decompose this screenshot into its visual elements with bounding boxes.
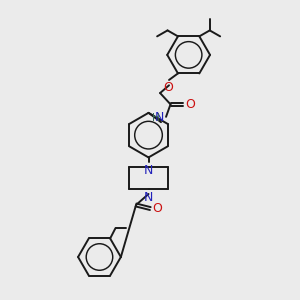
Text: H: H xyxy=(152,113,160,123)
Text: N: N xyxy=(144,164,153,177)
Text: O: O xyxy=(163,81,173,94)
Text: N: N xyxy=(155,111,164,124)
Text: O: O xyxy=(185,98,195,111)
Text: N: N xyxy=(144,191,153,204)
Text: O: O xyxy=(152,202,162,215)
